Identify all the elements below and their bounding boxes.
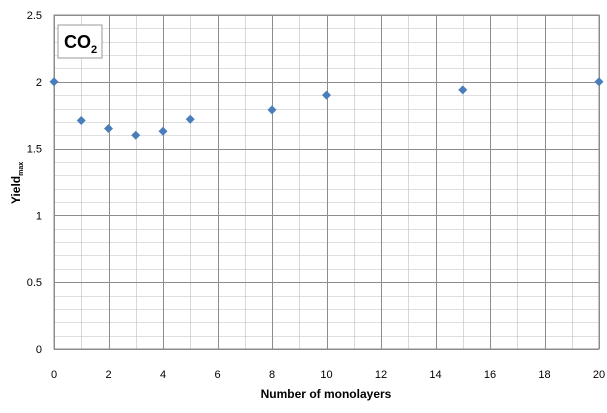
y-tick-label: 1.5 (27, 144, 42, 156)
data-point (594, 77, 604, 87)
data-point (458, 85, 468, 95)
y-tick-label: 2 (36, 77, 42, 89)
annotation-label: CO2 (64, 32, 97, 56)
x-tick-label: 18 (538, 369, 550, 381)
annotation-frame (57, 24, 103, 59)
annotation-base: CO (64, 32, 91, 52)
data-point (185, 114, 195, 124)
y-axis-label-subscript: max (18, 162, 25, 176)
x-tick-label: 10 (320, 369, 332, 381)
x-axis-label: Number of monolayers (261, 387, 392, 401)
y-tick-label: 2.5 (27, 10, 42, 22)
x-axis-tick-labels: 0 2 4 6 8 10 12 14 16 18 20 (51, 369, 605, 381)
y-axis-tick-labels: 0 0.5 1 1.5 2 2.5 (27, 10, 42, 356)
data-point (131, 130, 141, 140)
x-tick-label: 20 (593, 369, 605, 381)
y-tick-label: 1 (36, 210, 42, 222)
y-tick-label: 0 (36, 344, 42, 356)
x-tick-label: 14 (429, 369, 441, 381)
data-points (49, 77, 604, 140)
data-point (49, 77, 59, 87)
x-tick-label: 12 (375, 369, 387, 381)
annotation-subscript: 2 (91, 44, 97, 56)
x-tick-label: 0 (51, 369, 57, 381)
data-point (267, 105, 277, 115)
x-tick-label: 4 (160, 369, 166, 381)
data-point (158, 126, 168, 136)
annotation-box: CO2 (57, 24, 103, 59)
data-point (322, 90, 331, 100)
y-axis-label: Yieldmax (9, 162, 25, 204)
y-axis-label-base: Yield (9, 176, 23, 204)
x-tick-label: 16 (484, 369, 496, 381)
y-tick-label: 0.5 (27, 277, 42, 289)
x-tick-label: 6 (214, 369, 220, 381)
plot-area-border (53, 14, 600, 350)
x-tick-label: 2 (105, 369, 111, 381)
x-tick-label: 8 (269, 369, 275, 381)
data-point (76, 116, 86, 126)
data-point (104, 124, 113, 134)
